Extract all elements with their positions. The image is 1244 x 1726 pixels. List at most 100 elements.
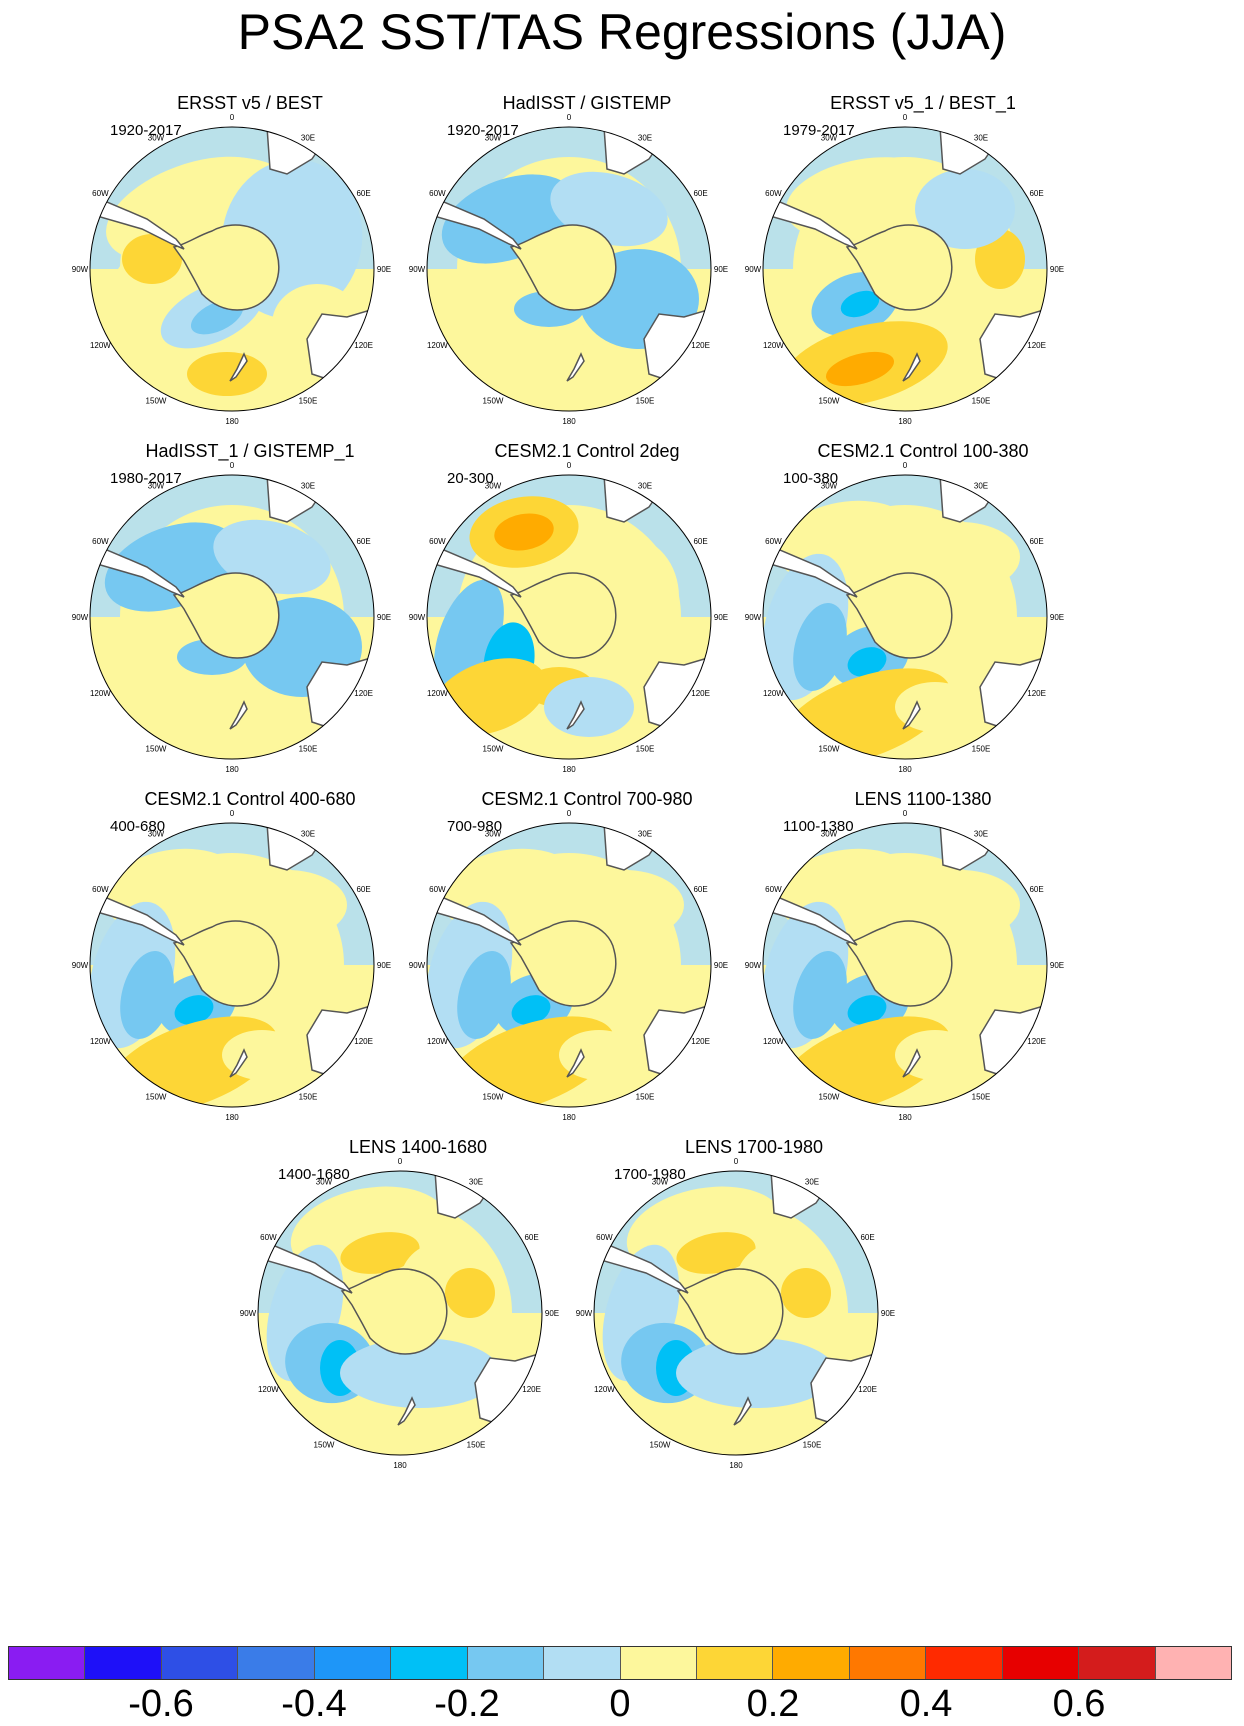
longitude-label: 180: [225, 417, 239, 426]
polar-stereographic-map: 0 30E 60E 90E 120E 150E 180 150W 120W 90W 60W 30W: [72, 809, 391, 1122]
map-border: [89, 822, 375, 1108]
longitude-label: 150E: [636, 397, 655, 406]
new-zealand-coastline: [566, 352, 585, 382]
longitude-label: 90E: [545, 1309, 559, 1318]
new-zealand-coastline: [902, 352, 921, 382]
longitude-label: 60W: [429, 885, 446, 894]
panel-year-range: 1100-1380: [783, 818, 854, 835]
longitude-label: 150W: [650, 1441, 671, 1450]
longitude-label: 60E: [693, 537, 707, 546]
anomaly-contour: [509, 344, 629, 394]
longitude-label: 120W: [427, 689, 448, 698]
longitude-label: 30W: [148, 133, 165, 142]
polar-stereographic-map: 0 30E 60E 90E 120E 150E 180 150W 120W 90W 60W 30W: [72, 461, 391, 774]
longitude-label: 120E: [1027, 1037, 1046, 1046]
anomaly-contour: [445, 1268, 495, 1318]
map-border: [762, 474, 1048, 760]
anomaly-contour: [544, 677, 634, 737]
longitude-label: 30E: [974, 133, 988, 142]
polar-stereographic-map: 0 30E 60E 90E 120E 150E 180 150W 120W 90W 60W 30W: [409, 113, 728, 426]
map-border: [257, 1170, 543, 1456]
colorbar-swatch: [161, 1646, 239, 1680]
panel-year-range: 700-980: [447, 818, 503, 835]
colorbar-tick-label: -0.4: [281, 1683, 347, 1725]
longitude-label: 30E: [301, 133, 315, 142]
anomaly-contour: [900, 870, 1020, 940]
panel-title: HadISST_1 / GISTEMP_1: [145, 441, 355, 461]
longitude-label: 120W: [90, 689, 111, 698]
longitude-label: 0: [903, 809, 908, 818]
longitude-label: 180: [898, 417, 912, 426]
longitude-label: 180: [898, 765, 912, 774]
longitude-label: 150E: [299, 1093, 318, 1102]
polar-stereographic-map: 0 30E 60E 90E 120E 150E 180 150W 120W 90W 60W 30W: [409, 809, 728, 1122]
new-zealand-coastline: [902, 1048, 921, 1078]
longitude-label: 120E: [354, 341, 373, 350]
longitude-label: 90E: [377, 265, 391, 274]
south-america-coastline: [90, 894, 185, 946]
longitude-label: 90E: [1050, 613, 1064, 622]
longitude-label: 0: [230, 809, 235, 818]
anomaly-contour: [847, 995, 887, 1025]
panel-year-range: 1920-2017: [110, 122, 182, 139]
longitude-label: 150E: [803, 1441, 822, 1450]
panel-title: CESM2.1 Control 100-380: [817, 441, 1029, 461]
longitude-label: 60W: [92, 537, 109, 546]
colorbar-swatch: [620, 1646, 697, 1680]
panel-title: ERSST v5 / BEST: [177, 93, 323, 113]
map-border: [89, 126, 375, 412]
anomaly-contour: [187, 352, 267, 396]
longitude-label: 30W: [485, 829, 502, 838]
colorbar-swatch: [696, 1646, 774, 1680]
south-america-coastline: [258, 1242, 353, 1294]
longitude-label: 0: [230, 113, 235, 122]
longitude-label: 180: [562, 1113, 576, 1122]
longitude-label: 120E: [1027, 689, 1046, 698]
new-zealand-coastline: [229, 352, 248, 382]
longitude-label: 60E: [693, 885, 707, 894]
map-border: [762, 822, 1048, 1108]
longitude-label: 30W: [821, 481, 838, 490]
map-border: [426, 126, 712, 412]
longitude-label: 90E: [1050, 961, 1064, 970]
map-border: [426, 474, 712, 760]
south-america-coastline: [594, 1242, 689, 1294]
south-america-coastline: [763, 894, 858, 946]
longitude-label: 30E: [301, 481, 315, 490]
longitude-label: 60W: [765, 537, 782, 546]
longitude-label: 60E: [693, 189, 707, 198]
longitude-label: 30W: [148, 829, 165, 838]
longitude-label: 150W: [819, 397, 840, 406]
panel-year-range: 1980-2017: [110, 470, 182, 487]
map-panel: CESM2.1 Control 100-380 0 30E 60E 90E 120E 150…: [733, 440, 1113, 810]
longitude-label: 60W: [765, 885, 782, 894]
longitude-label: 150W: [146, 745, 167, 754]
colorbar-swatch: [467, 1646, 545, 1680]
panel-title: CESM2.1 Control 400-680: [144, 789, 356, 809]
longitude-label: 60E: [356, 537, 370, 546]
longitude-label: 90W: [240, 1309, 257, 1318]
anomaly-contour: [559, 1030, 639, 1080]
longitude-label: 90W: [409, 961, 426, 970]
longitude-label: 60W: [429, 537, 446, 546]
colorbar-swatch: [314, 1646, 392, 1680]
longitude-label: 150E: [972, 397, 991, 406]
colorbar-swatch: [926, 1646, 1003, 1680]
longitude-label: 150E: [636, 745, 655, 754]
polar-stereographic-map: 0 30E 60E 90E 120E 150E 180 150W 120W 90W 60W 30W: [240, 1157, 559, 1470]
colorbar-swatch: [544, 1646, 621, 1680]
new-zealand-coastline: [902, 700, 921, 730]
longitude-label: 180: [225, 1113, 239, 1122]
map-panel: ERSST v5_1 / BEST_1 0 30E 60E 90E 120E 150E 180…: [733, 92, 1113, 462]
longitude-label: 120W: [594, 1385, 615, 1394]
anomaly-contour: [895, 682, 975, 732]
south-america-coastline: [763, 198, 858, 250]
longitude-label: 90W: [409, 265, 426, 274]
anomaly-contour: [781, 1268, 831, 1318]
map-panel: HadISST_1 / GISTEMP_1 0 30E 60E 90E 120E 150E 1…: [60, 440, 440, 810]
longitude-label: 90W: [745, 265, 762, 274]
longitude-label: 30E: [974, 829, 988, 838]
longitude-label: 120E: [1027, 341, 1046, 350]
polar-stereographic-map: 0 30E 60E 90E 120E 150E 180 150W 120W 90W 60W 30W: [576, 1157, 895, 1470]
longitude-label: 60W: [765, 189, 782, 198]
